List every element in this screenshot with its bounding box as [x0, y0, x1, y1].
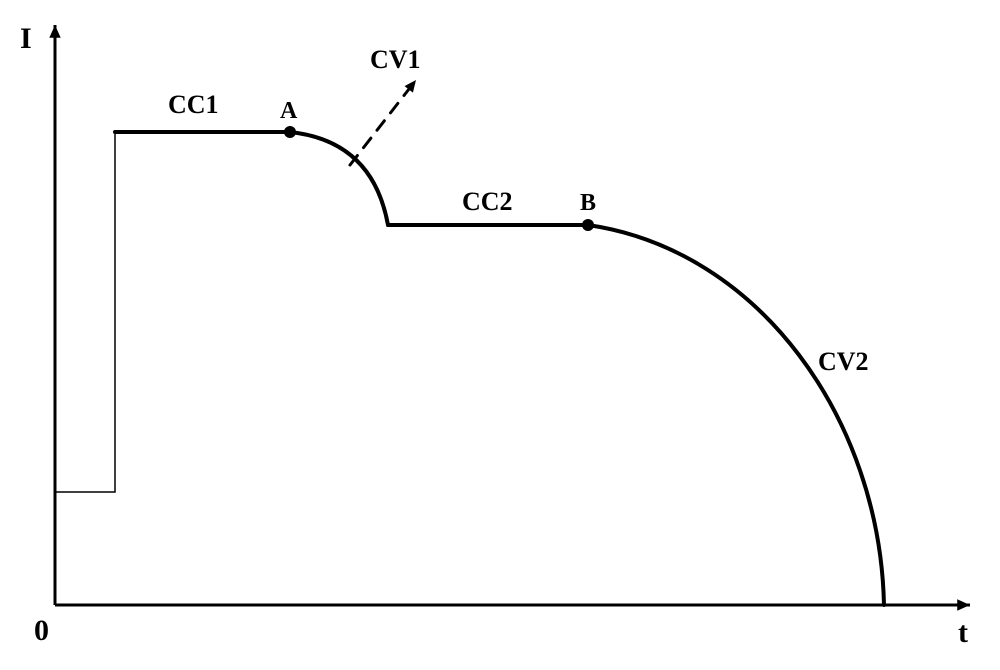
label-cv1: CV1: [370, 45, 421, 74]
point-b-marker: [582, 219, 594, 231]
cv1-callout-line: [350, 80, 416, 165]
label-cc1: CC1: [168, 90, 219, 119]
point-a-marker: [284, 126, 296, 138]
cv2-curve-segment: [588, 225, 884, 605]
label-point-a: A: [280, 98, 298, 124]
initial-rise-segment: [55, 132, 115, 492]
y-axis-arrowhead: [49, 25, 60, 38]
x-axis-label: t: [958, 616, 968, 649]
origin-label: 0: [34, 614, 49, 647]
label-cc2: CC2: [462, 187, 513, 216]
cv1-curve-segment: [290, 132, 388, 225]
x-axis-arrowhead: [957, 599, 970, 610]
label-point-b: B: [580, 190, 596, 216]
battery-charging-profile-diagram: CC1 A CV1 CC2 B CV2 t I 0: [0, 0, 1000, 670]
y-axis-label: I: [20, 22, 32, 55]
label-cv2: CV2: [818, 347, 869, 376]
